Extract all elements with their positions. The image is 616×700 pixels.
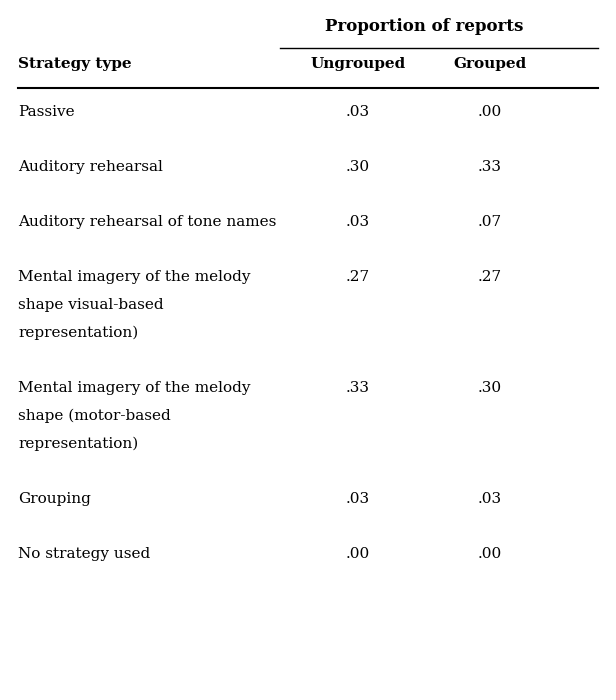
Text: Ungrouped: Ungrouped [310,57,405,71]
Text: .00: .00 [346,547,370,561]
Text: Auditory rehearsal of tone names: Auditory rehearsal of tone names [18,215,277,229]
Text: No strategy used: No strategy used [18,547,150,561]
Text: .03: .03 [346,215,370,229]
Text: Mental imagery of the melody: Mental imagery of the melody [18,270,251,284]
Text: .30: .30 [478,381,502,395]
Text: Grouping: Grouping [18,492,91,506]
Text: .00: .00 [478,105,502,119]
Text: Proportion of reports: Proportion of reports [325,18,523,35]
Text: .33: .33 [478,160,502,174]
Text: .03: .03 [478,492,502,506]
Text: Grouped: Grouped [453,57,527,71]
Text: shape visual-based: shape visual-based [18,298,164,312]
Text: shape (motor-based: shape (motor-based [18,409,171,423]
Text: .00: .00 [478,547,502,561]
Text: .27: .27 [478,270,502,284]
Text: .30: .30 [346,160,370,174]
Text: .33: .33 [346,381,370,395]
Text: representation): representation) [18,437,138,452]
Text: .03: .03 [346,105,370,119]
Text: representation): representation) [18,326,138,340]
Text: .03: .03 [346,492,370,506]
Text: Passive: Passive [18,105,75,119]
Text: Strategy type: Strategy type [18,57,132,71]
Text: Auditory rehearsal: Auditory rehearsal [18,160,163,174]
Text: Mental imagery of the melody: Mental imagery of the melody [18,381,251,395]
Text: .07: .07 [478,215,502,229]
Text: .27: .27 [346,270,370,284]
